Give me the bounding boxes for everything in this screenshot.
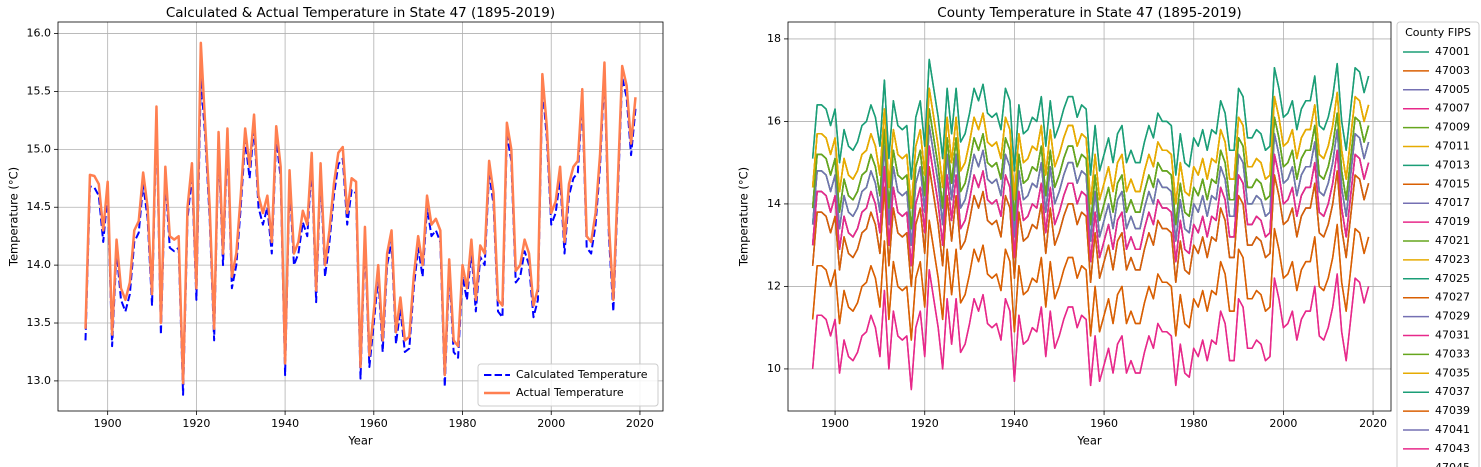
- series-line: [811, 87, 1370, 209]
- y-tick-label: 12: [767, 279, 781, 292]
- y-tick-label: 14.0: [27, 258, 52, 271]
- x-tick-label: 1900: [821, 417, 849, 430]
- x-tick-label: 2000: [537, 417, 565, 430]
- legend-label: 47007: [1435, 102, 1470, 115]
- x-tick-label: 2020: [626, 417, 654, 430]
- series-line: [811, 219, 1370, 341]
- y-tick-label: 13.5: [27, 316, 52, 329]
- series-line: [811, 58, 1370, 180]
- series-line: [811, 108, 1370, 230]
- y-tick-label: 18: [767, 32, 781, 45]
- series-line: [84, 41, 637, 385]
- legend: Calculated Temperature Actual Temperature: [477, 363, 659, 407]
- legend-label: 47015: [1435, 177, 1470, 190]
- legend-box: [1396, 21, 1480, 467]
- y-tick-label: 15.0: [27, 142, 52, 155]
- legend-label: 47035: [1435, 366, 1470, 379]
- legend-label: 47011: [1435, 140, 1470, 153]
- legend-label: Calculated Temperature: [516, 368, 648, 381]
- x-tick-label: 2020: [1359, 417, 1387, 430]
- plot-1: 1900 1920 1940 1960 1980 2000 2020 10 12 14 16 18 Co…: [737, 5, 1480, 467]
- legend-label: 47027: [1435, 291, 1470, 304]
- y-tick-label: 10: [767, 362, 781, 375]
- legend-label: 47021: [1435, 234, 1470, 247]
- y-tick-label: 14: [767, 197, 781, 210]
- x-tick-label: 1900: [94, 417, 122, 430]
- legend-label: 47001: [1435, 45, 1470, 58]
- plot-frame: [57, 21, 664, 412]
- y-axis-label: Temperature (°C): [737, 167, 751, 267]
- plot-0: 1900 1920 1940 1960 1980 2000 2020 13.0 13.5 14.0…: [7, 5, 664, 448]
- legend-label: 47031: [1435, 329, 1470, 342]
- legend: County FIPS 47001 47003 47005 47007 47009 4701…: [1396, 21, 1480, 467]
- legend-label: 47039: [1435, 404, 1470, 417]
- x-axis-label: Year: [347, 434, 373, 448]
- x-tick-label: 1960: [360, 417, 388, 430]
- series-line: [811, 166, 1370, 288]
- series-line: [811, 145, 1370, 267]
- legend-label: 47023: [1435, 253, 1470, 266]
- x-axis-label: Year: [1076, 434, 1102, 448]
- legend-label: 47009: [1435, 121, 1470, 134]
- plot-frame: [787, 21, 1392, 412]
- legend-label: Actual Temperature: [516, 386, 624, 399]
- legend-label: 47003: [1435, 64, 1470, 77]
- chart-title: Calculated & Actual Temperature in State…: [166, 5, 555, 21]
- legend-title: County FIPS: [1405, 26, 1471, 39]
- chart-title: County Temperature in State 47 (1895-201…: [937, 5, 1241, 21]
- x-tick-label: 1980: [1180, 417, 1208, 430]
- x-tick-label: 1960: [1090, 417, 1118, 430]
- legend-label: 47013: [1435, 158, 1470, 171]
- legend-label: 47017: [1435, 196, 1470, 209]
- y-tick-label: 13.0: [27, 374, 52, 387]
- y-tick-label: 15.5: [27, 84, 52, 97]
- series-line: [811, 124, 1370, 246]
- x-tick-label: 1940: [1000, 417, 1028, 430]
- y-tick-label: 16: [767, 114, 781, 127]
- legend-label: 47041: [1435, 423, 1470, 436]
- x-tick-label: 1920: [182, 417, 210, 430]
- x-tick-label: 2000: [1269, 417, 1297, 430]
- legend-label: 47045: [1435, 461, 1470, 467]
- x-tick-label: 1980: [449, 417, 477, 430]
- series-line: [811, 269, 1370, 391]
- legend-label: 47043: [1435, 442, 1470, 455]
- legend-label: 47029: [1435, 310, 1470, 323]
- y-tick-label: 14.5: [27, 200, 52, 213]
- legend-label: 47005: [1435, 83, 1470, 96]
- x-tick-label: 1940: [271, 417, 299, 430]
- y-axis-label: Temperature (°C): [7, 167, 21, 267]
- x-tick-label: 1920: [911, 417, 939, 430]
- legend-label: 47037: [1435, 385, 1470, 398]
- y-tick-label: 16.0: [27, 27, 52, 40]
- legend-label: 47025: [1435, 272, 1470, 285]
- legend-label: 47019: [1435, 215, 1470, 228]
- legend-label: 47033: [1435, 347, 1470, 360]
- legend-box: [477, 363, 659, 407]
